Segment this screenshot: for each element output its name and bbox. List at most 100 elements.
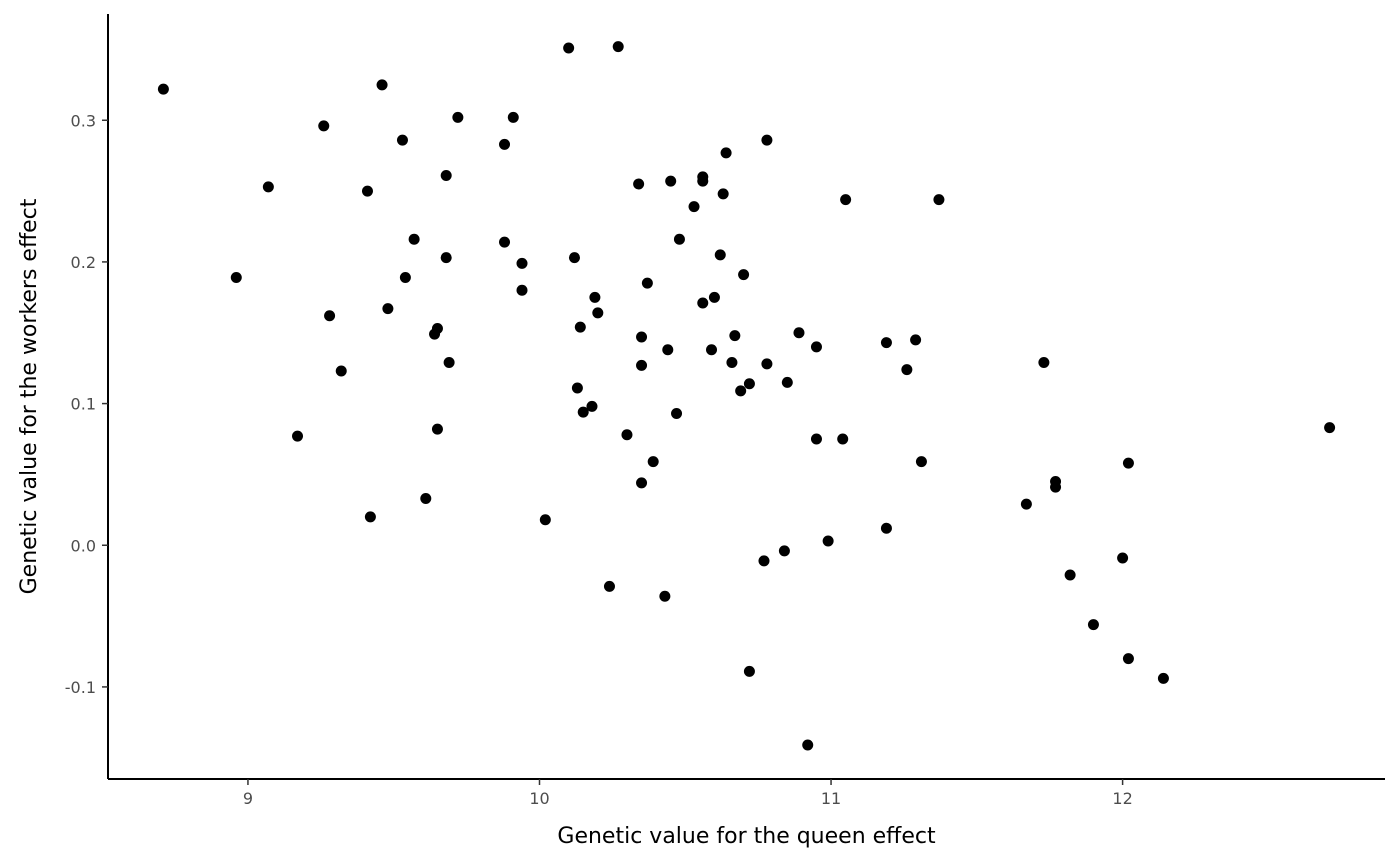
x-tick-label: 12 (1112, 789, 1132, 808)
data-point (933, 194, 945, 206)
data-point (376, 79, 388, 91)
data-point (738, 269, 750, 281)
data-point (230, 272, 242, 283)
data-point (901, 364, 913, 376)
data-point (636, 477, 648, 489)
data-point (420, 493, 432, 504)
data-point (840, 194, 852, 206)
data-point (880, 522, 892, 534)
data-point (1050, 481, 1062, 493)
data-point (1020, 498, 1032, 510)
data-point (157, 83, 169, 95)
data-point (636, 331, 648, 343)
data-point (592, 307, 604, 319)
y-tick-label: 0.0 (71, 536, 96, 555)
data-point (364, 511, 376, 523)
data-point (399, 272, 411, 283)
data-point (586, 400, 598, 412)
data-point (822, 535, 834, 547)
data-point (633, 178, 645, 190)
data-point (673, 233, 685, 245)
data-point (662, 344, 674, 356)
data-point (603, 580, 615, 592)
data-point (1122, 457, 1134, 469)
data-point (440, 252, 452, 264)
data-point (778, 545, 790, 557)
data-point (647, 456, 659, 468)
data-point (1122, 653, 1134, 665)
data-point (636, 359, 648, 371)
data-point (1087, 619, 1099, 631)
data-point (641, 277, 653, 289)
data-point (735, 385, 747, 397)
y-tick-label: -0.1 (65, 678, 96, 697)
data-point (431, 423, 443, 435)
data-point (408, 233, 420, 245)
data-point (507, 111, 519, 123)
data-point (1157, 672, 1169, 684)
data-point (443, 357, 455, 368)
data-point (714, 249, 726, 261)
data-point (659, 590, 671, 602)
y-axis-ticks: -0.1 0.0 0.1 0.2 0.3 (65, 111, 108, 697)
data-point (671, 408, 683, 419)
data-point (382, 303, 394, 315)
data-point (1038, 357, 1050, 368)
x-tick-label: 10 (529, 789, 549, 808)
x-tick-label: 11 (821, 789, 841, 808)
data-point (726, 357, 738, 368)
data-point (810, 341, 822, 353)
data-point (706, 344, 718, 356)
data-point (743, 378, 755, 390)
data-point (915, 456, 927, 468)
data-point (621, 429, 633, 441)
data-point (589, 291, 601, 303)
data-point (431, 323, 443, 334)
data-point (837, 433, 849, 445)
points-layer (157, 41, 1336, 751)
data-point (781, 376, 793, 388)
data-point (697, 171, 709, 183)
x-axis-title: Genetic value for the queen effect (557, 824, 936, 849)
data-point (262, 181, 274, 193)
data-point (708, 291, 720, 303)
data-point (499, 236, 511, 248)
x-tick-label: 9 (243, 789, 253, 808)
data-point (793, 327, 805, 339)
data-point (361, 185, 373, 197)
data-point (452, 111, 464, 123)
data-point (761, 134, 773, 146)
data-point (1324, 422, 1336, 434)
data-point (292, 430, 304, 442)
data-point (743, 665, 755, 677)
data-point (577, 406, 589, 418)
data-point (499, 138, 511, 150)
data-point (335, 365, 347, 377)
data-point (539, 514, 551, 526)
data-point (761, 358, 773, 370)
data-point (810, 433, 822, 445)
x-axis-ticks: 9 10 11 12 (243, 779, 1133, 808)
data-point (516, 284, 528, 296)
data-point (1064, 569, 1076, 581)
data-point (717, 188, 729, 200)
data-point (697, 297, 709, 309)
y-tick-label: 0.1 (71, 395, 96, 414)
y-axis-title: Genetic value for the workers effect (17, 198, 42, 594)
data-point (612, 41, 624, 53)
data-point (802, 739, 814, 751)
data-point (688, 201, 700, 213)
data-point (758, 555, 770, 567)
data-point (571, 382, 583, 394)
data-point (563, 42, 575, 54)
y-tick-label: 0.3 (71, 111, 96, 130)
data-point (720, 147, 732, 159)
data-point (318, 120, 330, 132)
data-point (729, 330, 741, 342)
y-tick-label: 0.2 (71, 253, 96, 272)
data-point (910, 334, 922, 346)
data-point (440, 170, 452, 181)
data-point (516, 257, 528, 269)
data-point (396, 134, 408, 146)
data-point (665, 175, 677, 187)
